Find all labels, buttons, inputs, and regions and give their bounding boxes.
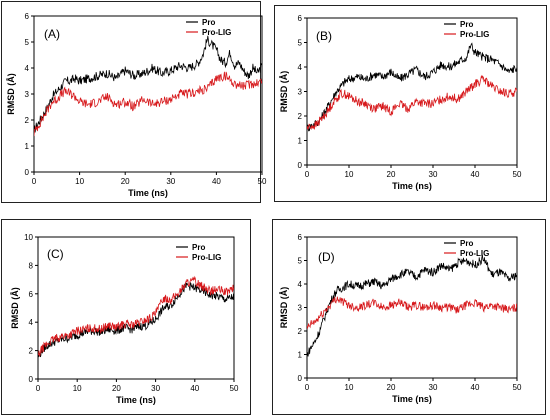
y-tick-label: 5 — [25, 38, 30, 47]
y-tick-label: 2 — [29, 347, 34, 356]
y-tick-label: 0 — [298, 374, 303, 383]
x-tick-label: 30 — [429, 170, 438, 179]
series-line-pro — [34, 35, 262, 133]
panel-frame-b — [274, 5, 547, 202]
x-tick-label: 20 — [387, 383, 396, 392]
panel-frame-a — [1, 1, 261, 203]
x-tick-label: 20 — [387, 170, 396, 179]
y-axis-title: RMSD (Å) — [279, 71, 289, 113]
x-tick-label: 20 — [112, 384, 121, 393]
legend-label: Pro — [192, 243, 205, 252]
series-line-pro-lig — [307, 296, 517, 330]
x-tick-label: 40 — [212, 177, 221, 186]
y-tick-label: 0 — [25, 168, 30, 177]
legend-label: Pro — [460, 20, 473, 29]
chart-panel-d: 0 10 20 30 40 50 0 1 2 3 4 5 6 Time (ns) RMSD (Å) (D) Pr… — [279, 233, 522, 404]
y-tick-label: 3 — [298, 304, 303, 313]
x-axis-title: Time (ns) — [392, 181, 432, 191]
x-tick-label: 20 — [121, 177, 130, 186]
plot-area-frame — [33, 15, 263, 173]
y-tick-label: 1 — [298, 137, 303, 146]
y-tick-label: 0 — [298, 161, 303, 170]
chart-panel-a: 0 10 20 30 40 50 0 1 2 3 4 5 6 Time (ns) RMSD (Å) (A) Pr… — [6, 12, 267, 198]
legend-label: Pro — [202, 18, 215, 27]
panel-label: (B) — [316, 29, 332, 43]
series-line-pro — [307, 254, 517, 357]
legend-label: Pro-LIG — [460, 249, 489, 258]
y-tick-label: 5 — [298, 39, 303, 48]
y-tick-label: 3 — [25, 90, 30, 99]
x-axis-title: Time (ns) — [392, 394, 432, 404]
y-axis-title: RMSD (Å) — [279, 287, 289, 329]
panel-label: (D) — [318, 250, 335, 264]
chart-panel-b: 0 10 20 30 40 50 0 1 2 3 4 5 6 Time (ns) RMSD (Å) (B) Pr… — [279, 14, 522, 191]
x-tick-label: 30 — [429, 383, 438, 392]
x-tick-label: 50 — [513, 170, 522, 179]
x-tick-label: 30 — [166, 177, 175, 186]
panel-label: (A) — [44, 27, 60, 41]
y-tick-label: 2 — [25, 116, 30, 125]
panel-frame-d — [272, 219, 546, 415]
y-tick-label: 6 — [29, 290, 34, 299]
panel-frame-c — [1, 219, 251, 415]
x-tick-label: 40 — [190, 384, 199, 393]
plot-area-frame — [37, 236, 235, 380]
y-tick-label: 4 — [25, 64, 30, 73]
y-tick-label: 6 — [298, 14, 303, 23]
x-tick-label: 30 — [151, 384, 160, 393]
x-tick-label: 0 — [305, 170, 310, 179]
y-tick-label: 0 — [29, 375, 34, 384]
y-tick-label: 1 — [298, 351, 303, 360]
series-line-pro — [38, 281, 234, 359]
series-line-pro-lig — [307, 74, 517, 130]
series-line-pro-lig — [38, 275, 234, 357]
y-tick-label: 8 — [29, 261, 34, 270]
y-tick-label: 4 — [29, 318, 34, 327]
legend-label: Pro-LIG — [202, 28, 231, 37]
legend-label: Pro-LIG — [192, 253, 221, 262]
x-tick-label: 0 — [36, 384, 41, 393]
x-tick-label: 10 — [345, 170, 354, 179]
y-tick-label: 4 — [298, 280, 303, 289]
legend-label: Pro-LIG — [460, 30, 489, 39]
x-tick-label: 0 — [305, 383, 310, 392]
x-tick-label: 50 — [258, 177, 267, 186]
x-axis-title: Time (ns) — [116, 395, 156, 405]
y-tick-label: 2 — [298, 327, 303, 336]
y-tick-label: 3 — [298, 88, 303, 97]
y-tick-label: 4 — [298, 63, 303, 72]
x-axis-title: Time (ns) — [128, 188, 168, 198]
series-line-pro-lig — [34, 71, 262, 137]
panel-label: (C) — [47, 247, 64, 261]
y-tick-label: 6 — [298, 233, 303, 242]
series-line-pro — [307, 42, 517, 132]
y-tick-label: 6 — [25, 12, 30, 21]
chart-panel-c: 0 10 20 30 40 50 0 2 4 6 8 10 Time (ns) RMSD (Å) (C) Pr… — [10, 233, 239, 405]
x-tick-label: 50 — [513, 383, 522, 392]
x-tick-label: 40 — [471, 383, 480, 392]
y-tick-label: 10 — [24, 233, 33, 242]
x-tick-label: 40 — [471, 170, 480, 179]
x-tick-label: 10 — [73, 384, 82, 393]
x-tick-label: 0 — [32, 177, 37, 186]
x-tick-label: 10 — [75, 177, 84, 186]
y-axis-title: RMSD (Å) — [10, 287, 20, 329]
y-tick-label: 1 — [25, 142, 30, 151]
x-tick-label: 50 — [230, 384, 239, 393]
y-tick-label: 2 — [298, 112, 303, 121]
y-axis-title: RMSD (Å) — [6, 73, 16, 115]
legend-label: Pro — [460, 239, 473, 248]
y-tick-label: 5 — [298, 257, 303, 266]
x-tick-label: 10 — [345, 383, 354, 392]
